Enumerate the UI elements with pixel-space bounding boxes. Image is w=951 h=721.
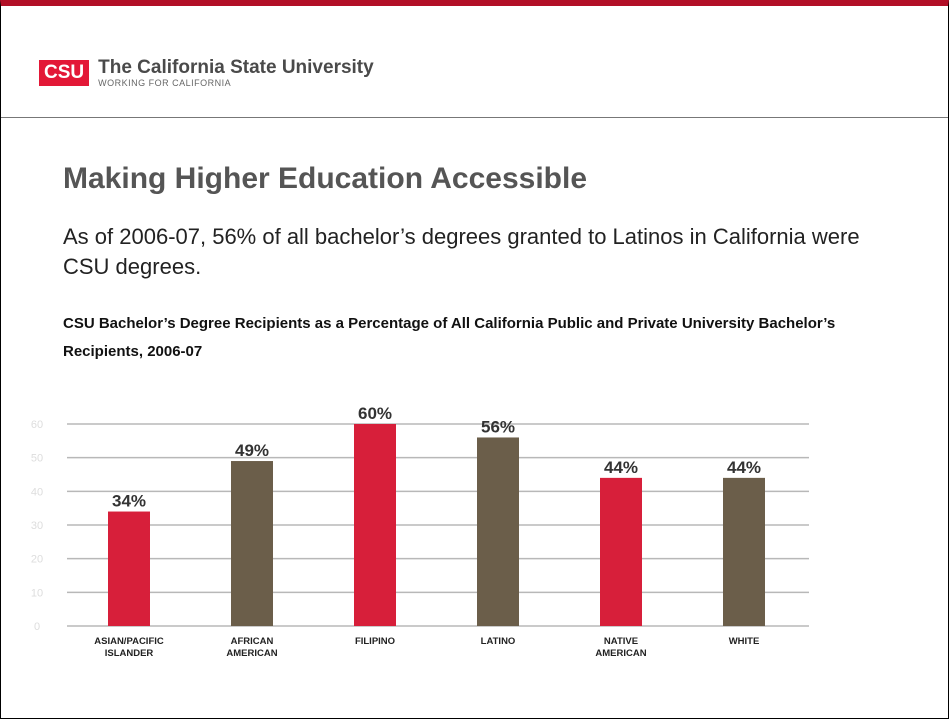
chart-title: CSU Bachelor’s Degree Recipients as a Pe… bbox=[63, 310, 893, 366]
data-label: 49% bbox=[235, 441, 269, 460]
y-tick-label: 20 bbox=[31, 554, 43, 566]
y-tick-label: 10 bbox=[31, 587, 43, 599]
header-divider bbox=[1, 117, 948, 118]
bar bbox=[477, 437, 519, 626]
category-label: NATIVE bbox=[604, 636, 638, 647]
logo-mark: CSU bbox=[39, 60, 89, 86]
bar bbox=[600, 478, 642, 626]
category-label: AMERICAN bbox=[226, 648, 277, 659]
org-tagline: WORKING FOR CALIFORNIA bbox=[98, 78, 374, 88]
category-label: ISLANDER bbox=[105, 648, 154, 659]
category-label: LATINO bbox=[481, 636, 516, 647]
org-name: The California State University bbox=[98, 58, 374, 77]
data-label: 34% bbox=[112, 492, 146, 511]
data-label: 44% bbox=[727, 458, 761, 477]
category-label: AFRICAN bbox=[231, 636, 274, 647]
slide-title: Making Higher Education Accessible bbox=[63, 162, 587, 196]
category-label: ASIAN/PACIFIC bbox=[94, 636, 164, 647]
category-label: WHITE bbox=[729, 636, 760, 647]
data-label: 56% bbox=[481, 417, 515, 436]
category-label: AMERICAN bbox=[595, 648, 646, 659]
y-tick-label: 30 bbox=[31, 520, 43, 532]
data-label: 60% bbox=[358, 404, 392, 423]
y-tick-label: 0 bbox=[34, 621, 40, 633]
y-tick-label: 40 bbox=[31, 486, 43, 498]
csu-logo: CSU The California State University WORK… bbox=[39, 58, 374, 88]
bar bbox=[354, 424, 396, 626]
y-tick-label: 60 bbox=[31, 419, 43, 431]
slide-subtitle: As of 2006-07, 56% of all bachelor’s deg… bbox=[63, 222, 883, 282]
y-tick-label: 50 bbox=[31, 453, 43, 465]
bar bbox=[723, 478, 765, 626]
category-label: FILIPINO bbox=[355, 636, 395, 647]
bar bbox=[231, 461, 273, 626]
header: CSU The California State University WORK… bbox=[1, 6, 948, 118]
bar bbox=[108, 512, 150, 626]
data-label: 44% bbox=[604, 458, 638, 477]
